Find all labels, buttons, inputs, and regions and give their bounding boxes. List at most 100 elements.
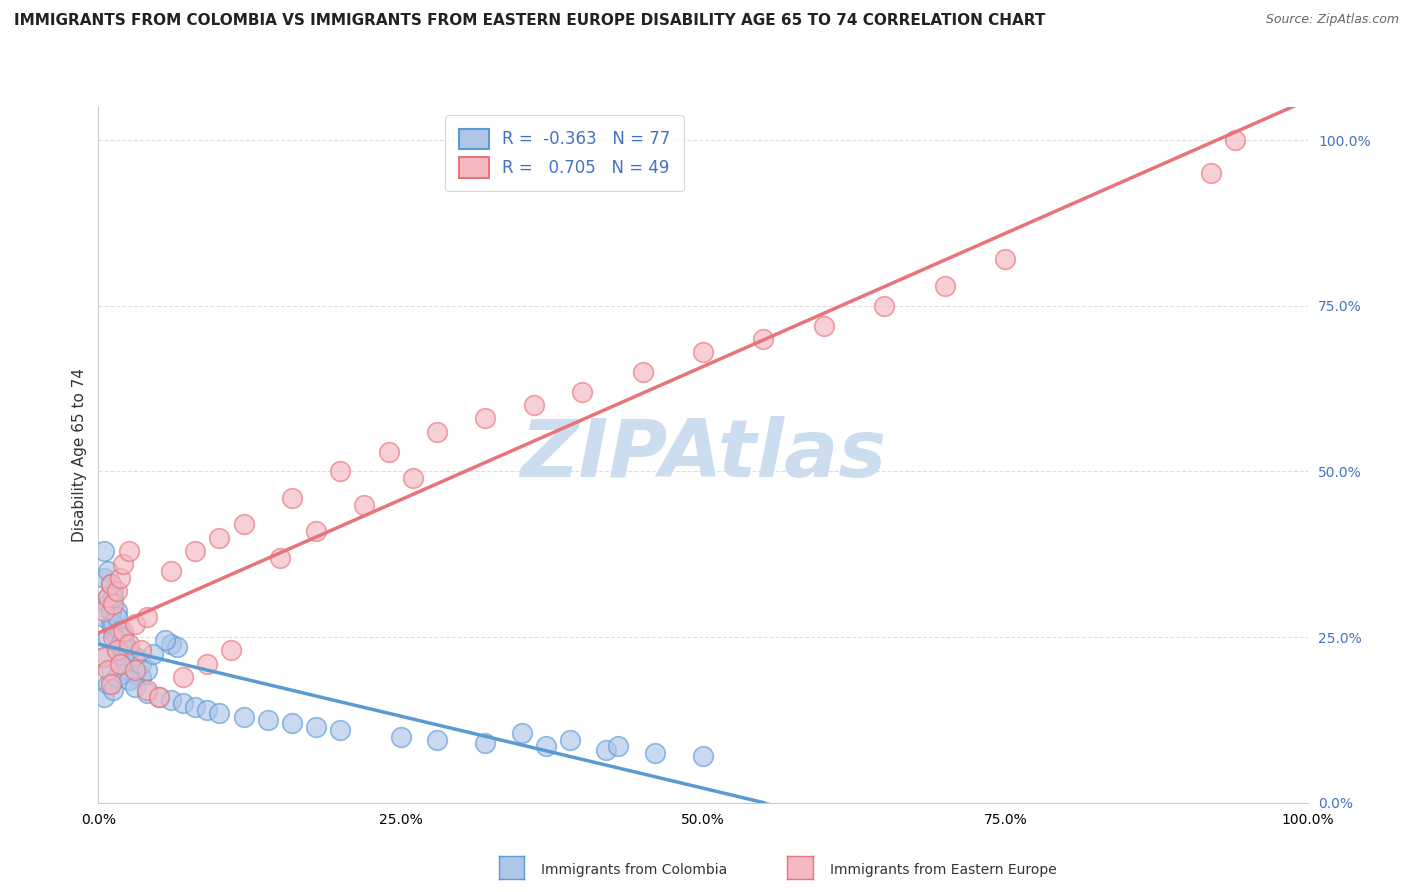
Point [534, 739, 557, 754]
Point [101, 683, 124, 698]
Point [160, 637, 183, 651]
Point [474, 736, 496, 750]
Point [1199, 166, 1222, 180]
Point [101, 583, 124, 598]
Point [118, 637, 141, 651]
Text: ZIPAtlas: ZIPAtlas [520, 416, 886, 494]
Point [101, 624, 124, 638]
Point [108, 624, 131, 638]
Point [101, 616, 124, 631]
Point [221, 643, 243, 657]
Point [101, 591, 124, 605]
Point [108, 663, 131, 677]
Point [124, 650, 146, 665]
Point [105, 583, 128, 598]
Point [97, 564, 120, 578]
Point [142, 647, 165, 661]
Point [129, 670, 152, 684]
Point [124, 650, 146, 665]
Point [595, 743, 617, 757]
Point [208, 531, 231, 545]
Point [402, 471, 425, 485]
Point [105, 604, 128, 618]
Point [100, 604, 122, 618]
Text: IMMIGRANTS FROM COLOMBIA VS IMMIGRANTS FROM EASTERN EUROPE DISABILITY AGE 65 TO : IMMIGRANTS FROM COLOMBIA VS IMMIGRANTS F… [14, 13, 1046, 29]
Point [135, 683, 157, 698]
Point [108, 657, 131, 671]
Point [93, 610, 115, 624]
Point [281, 716, 304, 731]
Text: Immigrants from Eastern Europe: Immigrants from Eastern Europe [830, 863, 1056, 877]
Point [97, 597, 120, 611]
Point [118, 663, 141, 677]
Point [97, 591, 120, 605]
Point [135, 663, 157, 677]
Point [100, 616, 122, 631]
Point [510, 726, 533, 740]
Point [813, 318, 835, 333]
Point [184, 699, 207, 714]
Point [111, 637, 134, 651]
Text: Immigrants from Colombia: Immigrants from Colombia [541, 863, 727, 877]
Point [105, 630, 128, 644]
Point [108, 570, 131, 584]
Point [256, 713, 278, 727]
Point [114, 650, 136, 665]
Point [148, 690, 170, 704]
Point [135, 686, 157, 700]
Point [118, 663, 141, 677]
Point [100, 577, 122, 591]
Point [353, 498, 375, 512]
Point [377, 444, 399, 458]
Point [108, 624, 131, 638]
Point [93, 570, 115, 584]
Point [97, 676, 120, 690]
Point [101, 597, 124, 611]
Point [329, 723, 352, 737]
Point [172, 697, 194, 711]
Point [607, 739, 630, 754]
Point [124, 616, 146, 631]
Point [101, 630, 124, 644]
Point [100, 676, 122, 690]
Point [97, 663, 120, 677]
Point [148, 690, 170, 704]
Point [160, 693, 183, 707]
Point [108, 657, 131, 671]
Point [571, 384, 593, 399]
Point [195, 657, 218, 671]
Point [195, 703, 218, 717]
Point [93, 650, 115, 665]
Point [172, 670, 194, 684]
Point [994, 252, 1017, 267]
Point [105, 610, 128, 624]
Point [644, 746, 666, 760]
Point [111, 643, 134, 657]
Point [118, 673, 141, 688]
Point [426, 732, 449, 747]
Point [118, 657, 141, 671]
Point [111, 558, 134, 572]
Point [426, 425, 449, 439]
Text: Source: ZipAtlas.com: Source: ZipAtlas.com [1265, 13, 1399, 27]
Legend: R =  -0.363   N = 77, R =   0.705   N = 49: R = -0.363 N = 77, R = 0.705 N = 49 [446, 115, 683, 191]
Point [752, 332, 775, 346]
Point [269, 550, 291, 565]
Point [129, 643, 152, 657]
Point [474, 411, 496, 425]
Point [153, 633, 176, 648]
Point [118, 643, 141, 657]
Point [160, 564, 183, 578]
Point [108, 637, 131, 651]
Point [118, 544, 141, 558]
Point [111, 666, 134, 681]
Point [1223, 133, 1246, 147]
Point [305, 524, 328, 538]
Point [208, 706, 231, 721]
Point [166, 640, 188, 654]
Y-axis label: Disability Age 65 to 74: Disability Age 65 to 74 [72, 368, 87, 542]
Point [692, 345, 714, 359]
Point [124, 663, 146, 677]
Point [97, 630, 120, 644]
Point [111, 630, 134, 644]
